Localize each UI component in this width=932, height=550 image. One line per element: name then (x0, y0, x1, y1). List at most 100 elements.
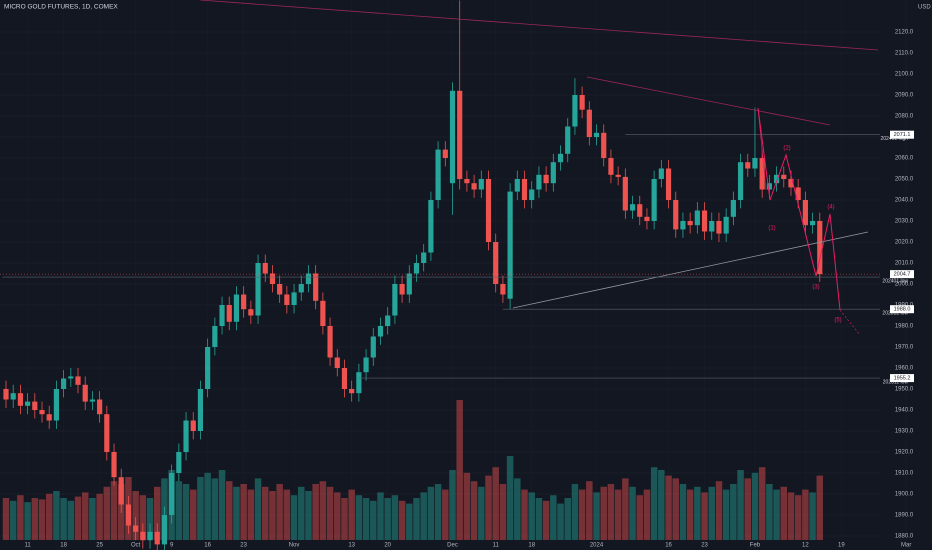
candle-body (608, 158, 614, 175)
candle-body (485, 179, 492, 242)
candle-body (493, 242, 499, 284)
volume-bar (636, 495, 643, 540)
candle-body (449, 90, 456, 184)
volume-bar (9, 500, 17, 540)
y-tick-label: 1940.0 (895, 408, 914, 414)
candle-body (579, 95, 585, 110)
candle-body (291, 292, 297, 305)
y-tick-label: 2080.0 (895, 114, 914, 120)
volume-bar (17, 495, 24, 540)
volume-bar (773, 489, 780, 540)
x-tick-label: Dec (447, 543, 458, 549)
volume-bar (377, 492, 384, 540)
volume-bar (341, 498, 348, 540)
candle-body (241, 294, 247, 310)
volume-bar (67, 500, 75, 540)
volume-bar (175, 481, 183, 540)
x-tick-label: 11 (493, 543, 500, 549)
candle-body (212, 326, 218, 347)
volume-bar (557, 503, 564, 540)
candle-body (759, 158, 765, 190)
volume-bar (103, 486, 111, 540)
volume-bar (434, 484, 442, 540)
volume-bar (463, 472, 471, 540)
y-tick-label: 2090.0 (895, 93, 914, 99)
candle-body (248, 309, 254, 316)
candle-body (25, 401, 31, 406)
candle-body (766, 183, 772, 190)
candle-body (565, 126, 571, 154)
volume-bar (334, 492, 341, 540)
candle-body (349, 389, 355, 394)
price-box-label: 1988.0 (894, 307, 911, 313)
candle-body (730, 200, 736, 217)
candle-body (154, 531, 160, 545)
x-tick-label: 18 (528, 543, 535, 549)
y-tick-label: 1960.0 (895, 366, 914, 372)
x-tick-label: 11 (24, 543, 31, 549)
candle-body (629, 204, 636, 211)
wave-label: (4) (827, 205, 834, 211)
candle-body (737, 162, 744, 200)
volume-bar (89, 498, 96, 540)
volume-bar (722, 489, 730, 540)
candle-body (125, 504, 132, 526)
candle-body (68, 376, 74, 379)
candle-body (694, 210, 700, 226)
candle-body (745, 162, 751, 169)
volume-bar (298, 486, 305, 540)
level-label: 202401 high (880, 136, 908, 142)
volume-bar (550, 495, 557, 540)
volume-bar (355, 495, 363, 540)
x-tick-label: 13 (348, 543, 355, 549)
candle-body (665, 168, 672, 200)
volume-bar (542, 500, 550, 540)
y-tick-label: 2110.0 (895, 51, 914, 57)
candle-body (781, 174, 787, 179)
candle-body (377, 326, 384, 337)
volume-bar (470, 481, 478, 540)
candle-body (529, 189, 535, 200)
volume-bar (794, 495, 802, 540)
candle-body (651, 179, 657, 221)
plot-area (0, 0, 880, 550)
y-tick-label: 1950.0 (895, 387, 914, 393)
candle-body (226, 305, 232, 322)
volume-bar (456, 400, 463, 540)
candle-body (305, 273, 312, 284)
candle-body (147, 531, 153, 541)
y-tick-label: 2060.0 (895, 156, 914, 162)
volume-bar (146, 498, 154, 540)
candle-body (46, 414, 52, 421)
level-label: 202311 low (883, 379, 909, 385)
candle-body (327, 326, 333, 358)
x-tick-label: 23 (701, 543, 708, 549)
volume-bar (478, 486, 485, 540)
volume-bar (600, 486, 607, 540)
candle-body (133, 525, 139, 532)
y-tick-label: 1880.0 (895, 534, 914, 540)
price-box (890, 305, 914, 314)
volume-bar (370, 500, 377, 540)
y-tick-label: 1890.0 (895, 513, 914, 519)
candle-body (205, 347, 211, 389)
volume-bar (226, 481, 233, 540)
volume-bar (218, 470, 226, 540)
volume-bar (506, 456, 514, 540)
price-box-label: 2071.1 (894, 132, 911, 138)
volume-bar (715, 481, 723, 540)
candle-body (104, 414, 110, 452)
volume-bar (766, 484, 773, 540)
x-tick-label: Feb (750, 543, 761, 549)
candle-body (622, 176, 628, 211)
candle-body (421, 252, 427, 263)
volume-bar (254, 478, 262, 540)
volume-bar (60, 498, 67, 540)
volume-bar (96, 493, 103, 540)
candle-body (802, 200, 808, 226)
candle-body (435, 149, 441, 200)
candle-body (593, 132, 600, 137)
volume-bar (139, 495, 147, 540)
x-tick-label: Oct (131, 543, 141, 549)
